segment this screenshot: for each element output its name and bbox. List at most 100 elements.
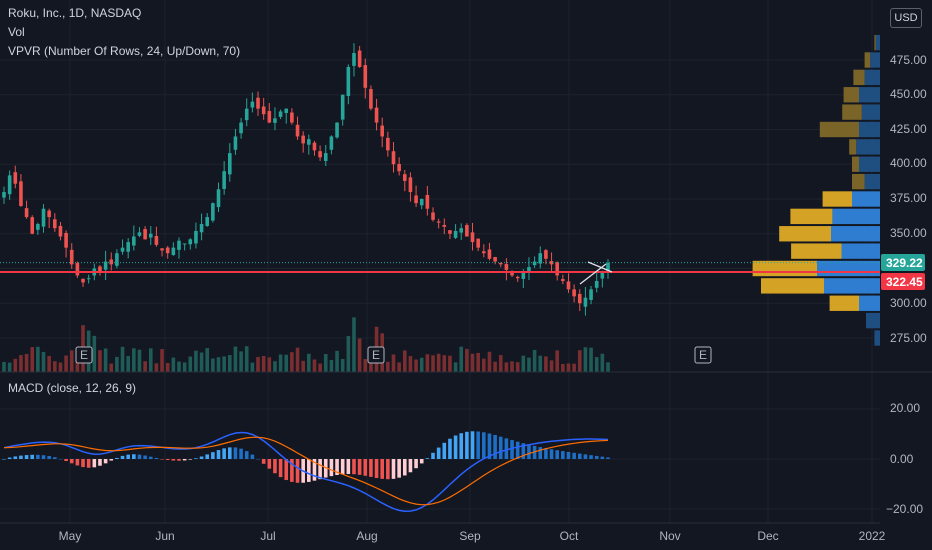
candle-body <box>414 195 418 204</box>
vpvr-down-bar <box>874 34 876 51</box>
volume-bar <box>577 350 582 372</box>
macd-histogram-bar <box>583 454 588 459</box>
candle-body <box>2 192 6 198</box>
macd-histogram-bar <box>419 459 424 464</box>
candle-body <box>363 65 368 88</box>
candle-body <box>273 118 277 123</box>
candle-body <box>307 139 311 145</box>
price-tick-400: 400.00 <box>890 156 927 170</box>
price-axis[interactable]: 475.00 450.00 425.00 400.00 375.00 350.0… <box>890 53 927 345</box>
macd-tick-neg20: −20.00 <box>886 502 923 516</box>
currency-button[interactable]: USD <box>890 8 922 28</box>
vpvr-up-bar <box>864 69 880 86</box>
candle-body <box>572 289 576 297</box>
candle-body <box>532 261 537 266</box>
volume-bar <box>295 347 300 372</box>
volume-bar <box>98 350 102 372</box>
macd-histogram-bar <box>171 459 176 461</box>
candle-body <box>544 250 548 259</box>
earnings-marker-3[interactable]: E <box>694 346 712 364</box>
macd-histogram-bar <box>115 457 119 459</box>
volume-legend[interactable]: Vol <box>8 25 25 39</box>
macd-axis[interactable]: 20.00 0.00 −20.00 <box>886 401 923 516</box>
candle-body <box>41 208 46 227</box>
last-price-badge: 329.22 <box>881 254 925 271</box>
macd-histogram <box>2 431 610 483</box>
macd-histogram-bar <box>374 459 379 478</box>
volume-bar <box>126 356 130 372</box>
macd-histogram-bar <box>397 459 401 478</box>
vpvr-legend[interactable]: VPVR (Number Of Rows, 24, Up/Down, 70) <box>8 44 241 58</box>
candle-body <box>171 247 176 256</box>
vpvr-down-bar <box>790 208 833 225</box>
time-label-nov: Nov <box>659 529 680 543</box>
volume-bar <box>19 355 23 372</box>
macd-histogram-bar <box>36 454 40 459</box>
volume-bar <box>594 357 599 372</box>
candle-body <box>205 217 210 226</box>
candle-body <box>47 210 51 218</box>
candle-body <box>352 53 356 66</box>
time-label-oct: Oct <box>560 529 579 543</box>
macd-histogram-bar <box>165 459 170 460</box>
macd-histogram-bar <box>103 459 108 464</box>
volume-bars <box>2 317 610 372</box>
candle-body <box>419 199 424 206</box>
earnings-marker-2[interactable]: E <box>367 346 385 364</box>
macd-histogram-bar <box>120 455 125 459</box>
macd-histogram-bar <box>160 459 164 460</box>
macd-histogram-bar <box>318 459 322 480</box>
candle-body <box>600 272 605 279</box>
macd-histogram-bar <box>24 455 29 459</box>
macd-histogram-bar <box>132 454 136 459</box>
candle-body <box>194 230 198 244</box>
volume-bar <box>211 358 215 372</box>
candle-body <box>318 151 322 158</box>
candle-body <box>555 262 559 276</box>
candle-body <box>19 181 23 206</box>
candle-body <box>470 232 475 243</box>
macd-histogram-bar <box>2 459 6 460</box>
macd-histogram-bar <box>521 443 526 459</box>
macd-histogram-bar <box>199 456 204 459</box>
vpvr-down-bar <box>819 121 859 138</box>
volume-bar <box>504 362 509 372</box>
vpvr-down-bar <box>849 139 857 155</box>
price-tick-425: 425.00 <box>890 122 927 136</box>
candle-body <box>538 253 543 264</box>
volume-bar <box>566 363 571 372</box>
macd-histogram-bar <box>482 432 486 459</box>
candle-body <box>261 106 266 115</box>
volume-bar <box>64 355 68 372</box>
volume-bar <box>36 346 40 372</box>
volume-bar <box>600 353 605 372</box>
vpvr-up-bar <box>870 52 880 68</box>
macd-histogram-bar <box>566 451 571 459</box>
macd-histogram-bar <box>346 459 351 475</box>
volume-bar <box>92 335 97 372</box>
volume-bar <box>425 354 430 372</box>
candle-body <box>549 261 554 265</box>
trend-channel-drawing[interactable] <box>579 261 613 285</box>
volume-bar <box>69 350 74 372</box>
macd-legend[interactable]: MACD (close, 12, 26, 9) <box>8 381 137 395</box>
candle-body <box>425 195 430 209</box>
macd-histogram-bar <box>7 457 12 459</box>
vpvr-up-bar <box>852 191 880 207</box>
vpvr-up-bar <box>841 243 880 259</box>
macd-histogram-bar <box>436 447 441 459</box>
volume-bar <box>470 353 475 372</box>
volume-bar <box>329 359 334 372</box>
candle-body <box>160 248 164 251</box>
volume-bar <box>363 359 368 372</box>
macd-histogram-bar <box>459 433 464 459</box>
earnings-marker-1[interactable]: E <box>75 346 93 364</box>
candle-body <box>7 175 12 195</box>
candle-body <box>448 230 452 234</box>
volume-bar <box>244 346 249 372</box>
macd-histogram-bar <box>41 455 46 459</box>
time-axis[interactable]: May Jun Jul Aug Sep Oct Nov Dec 2022 <box>59 529 886 543</box>
symbol-legend[interactable]: Roku, Inc., 1D, NASDAQ <box>8 6 142 20</box>
macd-histogram-bar <box>98 459 102 466</box>
